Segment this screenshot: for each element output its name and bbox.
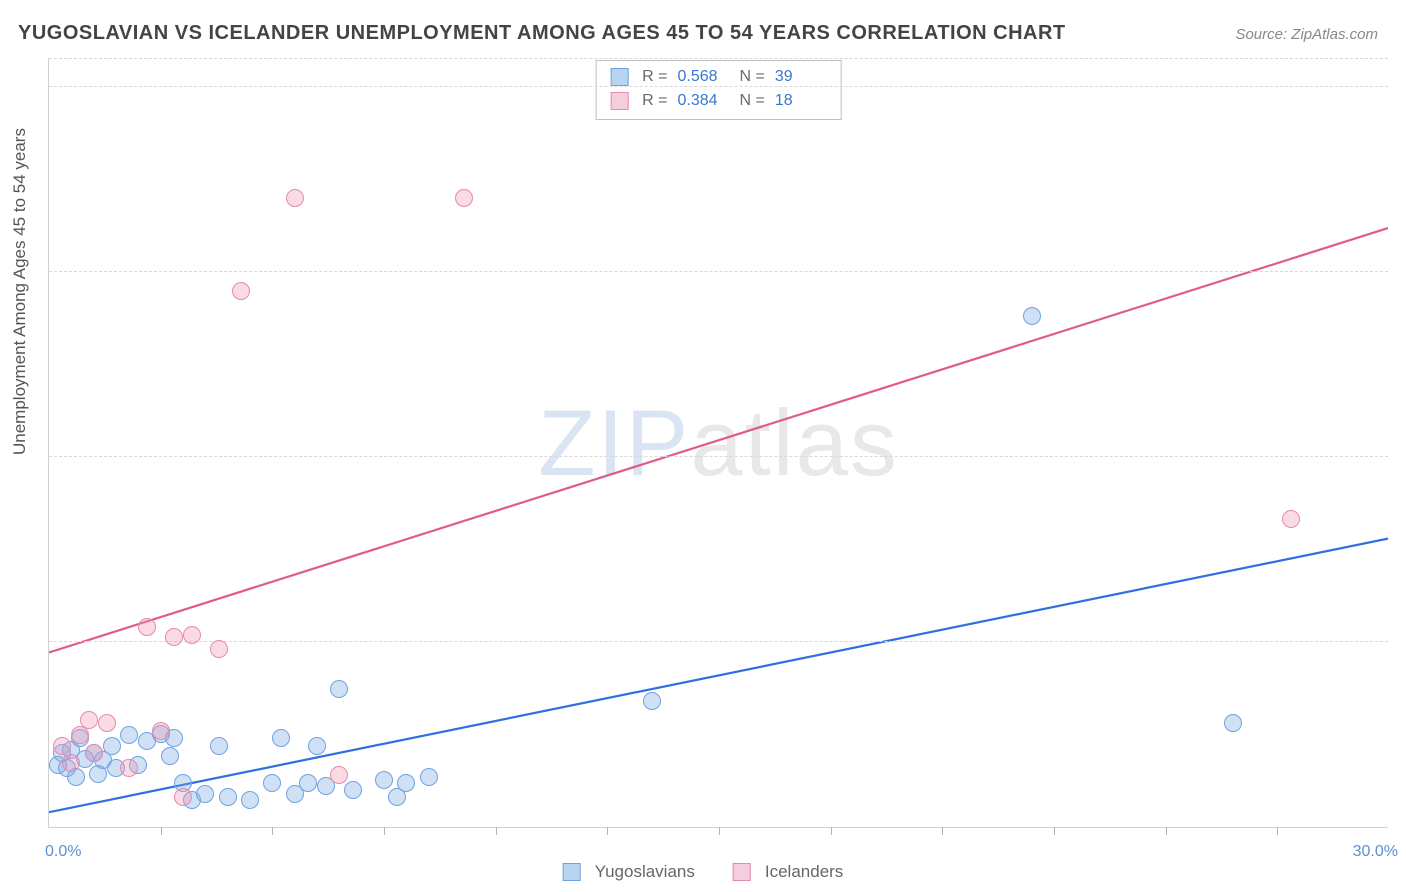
x-tick [161,827,162,835]
data-point [210,640,228,658]
data-point [241,791,259,809]
data-point [344,781,362,799]
data-point [183,626,201,644]
gridline [49,86,1388,87]
data-point [174,788,192,806]
data-point [138,618,156,636]
x-tick [1166,827,1167,835]
x-tick [496,827,497,835]
legend-swatch-2 [733,863,751,881]
data-point [165,628,183,646]
data-point [196,785,214,803]
swatch-series-2 [610,92,628,110]
legend-label-1: Yugoslavians [595,862,695,882]
x-tick [719,827,720,835]
legend-label-2: Icelanders [765,862,843,882]
legend-swatch-1 [563,863,581,881]
scatter-plot-area: ZIPatlas R = 0.568 N = 39 R = 0.384 N = … [48,58,1388,828]
data-point [299,774,317,792]
data-point [330,680,348,698]
data-point [263,774,281,792]
correlation-stats-box: R = 0.568 N = 39 R = 0.384 N = 18 [595,60,842,120]
x-tick [384,827,385,835]
x-tick-min: 0.0% [45,843,81,861]
data-point [53,737,71,755]
watermark-zip: ZIP [538,390,690,495]
data-point [152,722,170,740]
swatch-series-1 [610,68,628,86]
stat-r-2: 0.384 [678,89,730,113]
x-tick [831,827,832,835]
stat-n-label: N = [740,89,765,113]
data-point [286,189,304,207]
x-tick [607,827,608,835]
gridline [49,456,1388,457]
data-point [120,759,138,777]
data-point [308,737,326,755]
y-axis-label: Unemployment Among Ages 45 to 54 years [10,128,30,455]
data-point [120,726,138,744]
data-point [1282,510,1300,528]
data-point [80,711,98,729]
data-point [375,771,393,789]
data-point [330,766,348,784]
chart-title: YUGOSLAVIAN VS ICELANDER UNEMPLOYMENT AM… [18,22,1066,45]
stat-n-2: 18 [775,89,827,113]
data-point [62,754,80,772]
data-point [272,729,290,747]
data-point [643,692,661,710]
data-point [98,714,116,732]
data-point [85,744,103,762]
data-point [420,768,438,786]
legend-item-2: Icelanders [733,862,843,882]
gridline [49,271,1388,272]
x-tick [1054,827,1055,835]
stat-r-label: R = [642,89,667,113]
data-point [455,189,473,207]
data-point [397,774,415,792]
data-point [161,747,179,765]
data-point [103,737,121,755]
bottom-legend: Yugoslavians Icelanders [563,862,844,882]
stats-row-2: R = 0.384 N = 18 [610,89,827,113]
gridline [49,641,1388,642]
legend-item-1: Yugoslavians [563,862,695,882]
x-tick-max: 30.0% [1353,843,1398,861]
source-label: Source: ZipAtlas.com [1235,26,1378,43]
data-point [1023,307,1041,325]
watermark-atlas: atlas [690,390,899,495]
data-point [219,788,237,806]
x-tick [1277,827,1278,835]
watermark: ZIPatlas [538,389,899,497]
trend-line [49,539,1388,813]
data-point [1224,714,1242,732]
x-tick [272,827,273,835]
data-point [232,282,250,300]
data-point [210,737,228,755]
x-tick [942,827,943,835]
gridline [49,58,1388,59]
trend-lines [49,58,1388,827]
